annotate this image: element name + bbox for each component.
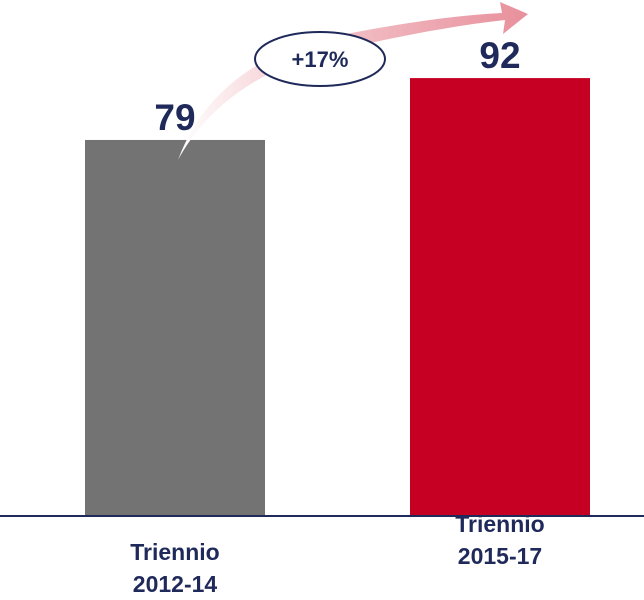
growth-badge xyxy=(254,31,386,87)
category-label-2-line-2: 2015-17 xyxy=(458,543,542,569)
growth-percentage: +17% xyxy=(292,47,349,72)
value-label-2: 92 xyxy=(479,35,520,76)
growth-arrow-icon xyxy=(178,2,528,160)
bar-2 xyxy=(410,78,590,516)
category-label-1-line-1: Triennio xyxy=(130,539,219,565)
bar-1 xyxy=(85,139,265,516)
category-label-2-line-1: Triennio xyxy=(455,511,544,537)
category-label-1-line-2: 2012-14 xyxy=(133,571,218,597)
value-label-1: 79 xyxy=(154,97,195,138)
